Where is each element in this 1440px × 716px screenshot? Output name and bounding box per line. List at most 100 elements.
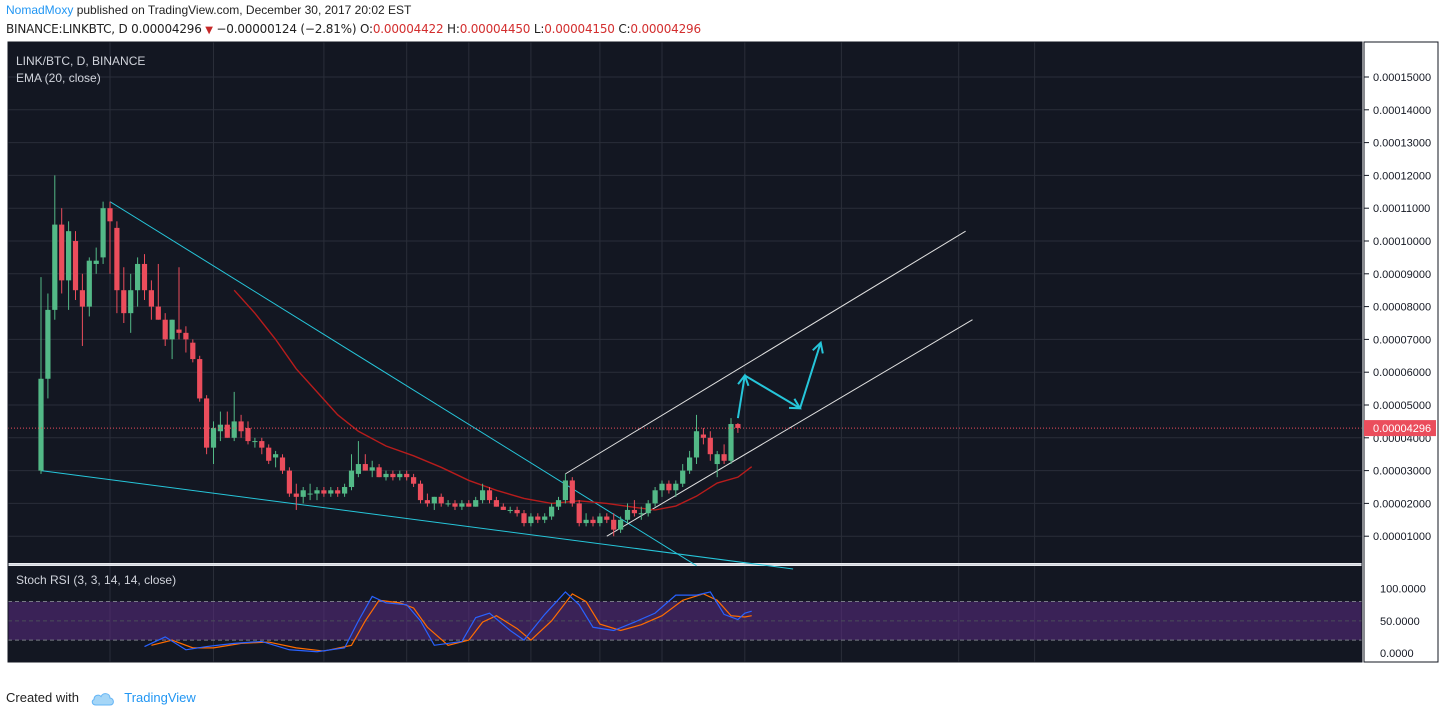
candle-body [121,290,127,314]
candle-body [279,457,286,471]
candle-body [417,483,424,501]
candle-body [528,516,534,524]
candle-body [500,506,506,510]
candle-body [645,503,651,514]
created-with-label: Created with [6,690,79,705]
price-tick-label: 0.00015000 [1373,72,1431,84]
forecast-arrow [736,375,746,419]
candle-body [45,309,51,379]
candle-body [549,506,555,517]
candle-body [576,503,582,524]
candle-body [238,421,244,432]
series-legend: LINK/BTC, D, BINANCE [16,54,145,68]
candle-body [597,516,603,524]
candle-body [473,500,479,507]
stoch-tick-label: 100.0000 [1380,584,1426,596]
candle-body [583,519,589,524]
candle-body [638,513,644,515]
candle-body [86,260,92,307]
candle-body [459,503,465,507]
candle-body [66,231,72,281]
candle-body [141,263,148,291]
candle-body [79,290,85,307]
candle-body [169,319,175,340]
candle-body [335,490,341,494]
price-tick-label: 0.00009000 [1373,269,1431,281]
candle-body [431,496,437,504]
candle-body [604,516,610,520]
candle-body [493,500,499,507]
stoch-d-line [151,593,752,652]
price-tick-label: 0.00001000 [1373,531,1431,543]
candle-body [652,490,658,504]
stoch-tick-label: 0.0000 [1380,648,1414,660]
candle-body [114,227,120,291]
candle-body [314,490,320,494]
candle-body [411,477,417,484]
candle-body [445,503,451,505]
candle-body [521,513,527,524]
down-triangle-icon: ▼ [205,25,213,36]
candle-body [693,431,700,458]
ema-line [233,289,753,511]
candle-body [714,454,720,465]
high-label: H: [447,22,460,36]
last-price-label: 0.00004296 [1373,423,1431,435]
high-value: 0.00004450 [459,22,531,36]
low-label: L: [533,22,545,36]
candle-body [480,490,486,501]
candle-body [59,224,65,281]
candle-body [162,319,168,340]
channel-lower-line [606,319,973,537]
candle-body [590,519,596,524]
last-price: 0.00004296 [131,22,202,36]
candle-body [569,480,575,504]
stoch-tick-label: 50.0000 [1380,616,1420,628]
candle-body [148,290,154,307]
downtrend-lower-line [40,470,794,570]
candle-body [424,500,430,504]
channel-upper-line [565,230,966,475]
candle-body [555,500,562,507]
downtrend-upper-line [109,201,697,567]
forecast-arrowhead [812,340,824,354]
candle-body [100,208,106,258]
candle-body [210,427,217,448]
candle-body [93,260,99,264]
last-price-badge [1364,420,1436,437]
candle-body [72,241,79,291]
price-tick-label: 0.00006000 [1373,367,1431,379]
candle-body [438,496,444,504]
candle-body [362,464,368,471]
candle-body [135,263,141,291]
candle-body [307,493,313,495]
author-link[interactable]: NomadMoxy [6,3,74,17]
close-value: 0.00004296 [630,22,701,36]
chart-canvas[interactable]: 0.00015000 0.00014000 0.00013000 0.00012000… [0,40,1440,666]
tradingview-link[interactable]: TradingView [124,690,196,705]
candle-body [728,424,734,461]
candle-body [486,490,493,501]
price-tick-label: 0.00003000 [1373,466,1431,478]
open-label: O: [359,22,373,36]
candle-body [466,503,472,507]
candle-body [631,509,637,514]
tradingview-cloud-icon [91,692,114,706]
price-tick-label: 0.00002000 [1373,498,1431,510]
candle-body [217,424,223,432]
candle-body [348,470,355,487]
open-value: 0.00004422 [372,22,444,36]
price-tick-label: 0.00011000 [1373,203,1430,215]
candle-body [38,378,44,471]
price-tick-label: 0.00014000 [1373,105,1431,117]
candle-body [107,208,113,222]
candle-body [369,467,375,471]
candle-body [321,490,327,494]
candle-body [293,493,299,497]
forecast-arrow [744,374,801,410]
candle-body [273,454,279,458]
candle-body [245,427,251,442]
publisher-line: NomadMoxy published on TradingView.com, … [6,3,411,17]
forecast-arrow [799,342,822,409]
candle-body [383,473,389,478]
